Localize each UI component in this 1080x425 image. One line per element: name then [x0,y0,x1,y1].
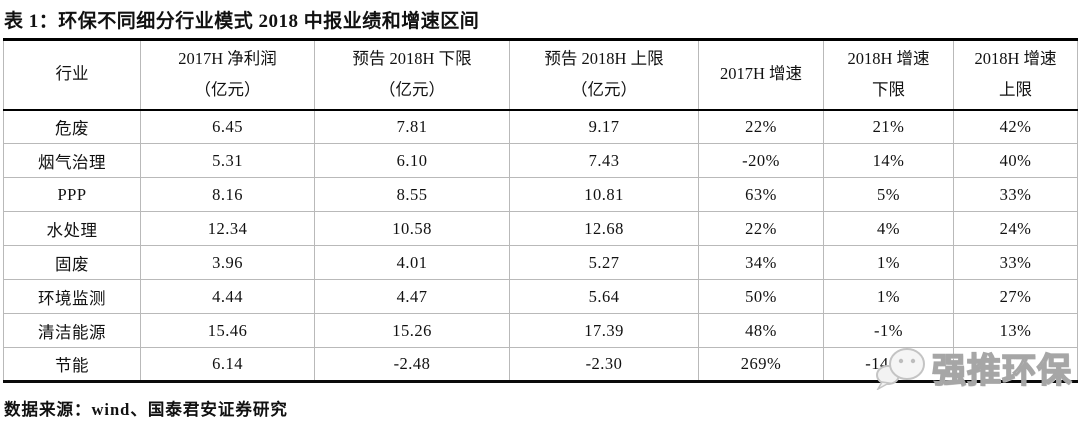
column-header-label: 2018H 增速 [974,49,1057,69]
data-table: 行业 2017H 净利润 （亿元） 预告 2018H 下限 （亿元） 预告 2018H 上… [3,38,1078,383]
column-header-3: 预告 2018H 上限 （亿元） [509,39,699,111]
column-header-label: 预告 2018H 上限 [544,49,664,69]
value-cell: 63% [698,177,824,212]
value-cell: 22% [698,211,824,246]
industry-cell: 环境监测 [3,279,141,314]
value-cell: 1% [823,245,954,280]
table-row-6: 清洁能源 15.46 15.26 17.39 48% -1% 13% [3,313,1078,348]
value-cell: 33% [953,177,1078,212]
column-header-label: 2018H 增速 [847,49,930,69]
value-cell: 27% [953,279,1078,314]
value-cell: 13% [953,313,1078,348]
value-cell: 8.16 [140,177,315,212]
industry-cell: 烟气治理 [3,143,141,178]
value-cell: 5.31 [140,143,315,178]
table-row-2: PPP 8.16 8.55 10.81 63% 5% 33% [3,177,1078,212]
column-header-1: 2017H 净利润 （亿元） [140,39,315,111]
value-cell: -1% [823,313,954,348]
column-header-5: 2018H 增速 下限 [823,39,954,111]
data-source: 数据来源：wind、国泰君安证券研究 [4,400,288,419]
table-row-4: 固废 3.96 4.01 5.27 34% 1% 33% [3,245,1078,280]
value-cell: 4.44 [140,279,315,314]
value-cell: -2.30 [509,347,699,382]
value-cell: 40% [953,143,1078,178]
value-cell: 48% [698,313,824,348]
value-cell: 50% [698,279,824,314]
value-cell: 14% [823,143,954,178]
header-row: 行业 2017H 净利润 （亿元） 预告 2018H 下限 （亿元） 预告 2018H 上… [3,39,1078,111]
value-cell: 7.81 [314,109,510,144]
value-cell: 15.26 [314,313,510,348]
column-header-label: 行业 [55,64,89,84]
value-cell: 6.10 [314,143,510,178]
value-cell: 4% [823,211,954,246]
value-cell: 10.81 [509,177,699,212]
value-cell: 12.68 [509,211,699,246]
column-header-sub-label: （亿元） [379,79,445,99]
column-header-sub-label: 下限 [872,79,905,99]
value-cell [953,347,1078,382]
industry-cell: PPP [3,177,141,212]
value-cell: 42% [953,109,1078,144]
table-row-3: 水处理 12.34 10.58 12.68 22% 4% 24% [3,211,1078,246]
value-cell: 24% [953,211,1078,246]
column-header-2: 预告 2018H 下限 （亿元） [314,39,510,111]
value-cell: 269% [698,347,824,382]
value-cell: 5% [823,177,954,212]
value-cell: 9.17 [509,109,699,144]
column-header-sub-label: （亿元） [571,79,637,99]
table-row-7: 节能 6.14 -2.48 -2.30 269% -140% [3,347,1078,382]
industry-cell: 水处理 [3,211,141,246]
value-cell: 4.01 [314,245,510,280]
column-header-4: 2017H 增速 [698,39,824,111]
table-title: 表 1：环保不同细分行业模式 2018 中报业绩和增速区间 [4,11,480,32]
column-header-6: 2018H 增速 上限 [953,39,1078,111]
value-cell: 15.46 [140,313,315,348]
value-cell: 12.34 [140,211,315,246]
column-header-label: 2017H 净利润 [178,49,277,69]
value-cell: -2.48 [314,347,510,382]
table-row-5: 环境监测 4.44 4.47 5.64 50% 1% 27% [3,279,1078,314]
column-header-sub-label: 上限 [999,79,1032,99]
column-header-label: 预告 2018H 下限 [352,49,472,69]
value-cell: 5.27 [509,245,699,280]
table-row-0: 危废 6.45 7.81 9.17 22% 21% 42% [3,109,1078,144]
industry-cell: 危废 [3,109,141,144]
industry-cell: 清洁能源 [3,313,141,348]
value-cell: 10.58 [314,211,510,246]
value-cell: 22% [698,109,824,144]
column-header-label: 2017H 增速 [719,64,803,84]
table-row-1: 烟气治理 5.31 6.10 7.43 -20% 14% 40% [3,143,1078,178]
value-cell: -140% [823,347,954,382]
industry-cell: 固废 [3,245,141,280]
value-cell: -20% [698,143,824,178]
value-cell: 7.43 [509,143,699,178]
value-cell: 4.47 [314,279,510,314]
value-cell: 1% [823,279,954,314]
value-cell: 3.96 [140,245,315,280]
value-cell: 5.64 [509,279,699,314]
value-cell: 34% [698,245,824,280]
value-cell: 6.45 [140,109,315,144]
column-header-sub-label: （亿元） [194,79,261,99]
value-cell: 21% [823,109,954,144]
industry-cell: 节能 [3,347,141,382]
value-cell: 8.55 [314,177,510,212]
column-header-0: 行业 [3,39,141,111]
value-cell: 6.14 [140,347,315,382]
value-cell: 33% [953,245,1078,280]
value-cell: 17.39 [509,313,699,348]
